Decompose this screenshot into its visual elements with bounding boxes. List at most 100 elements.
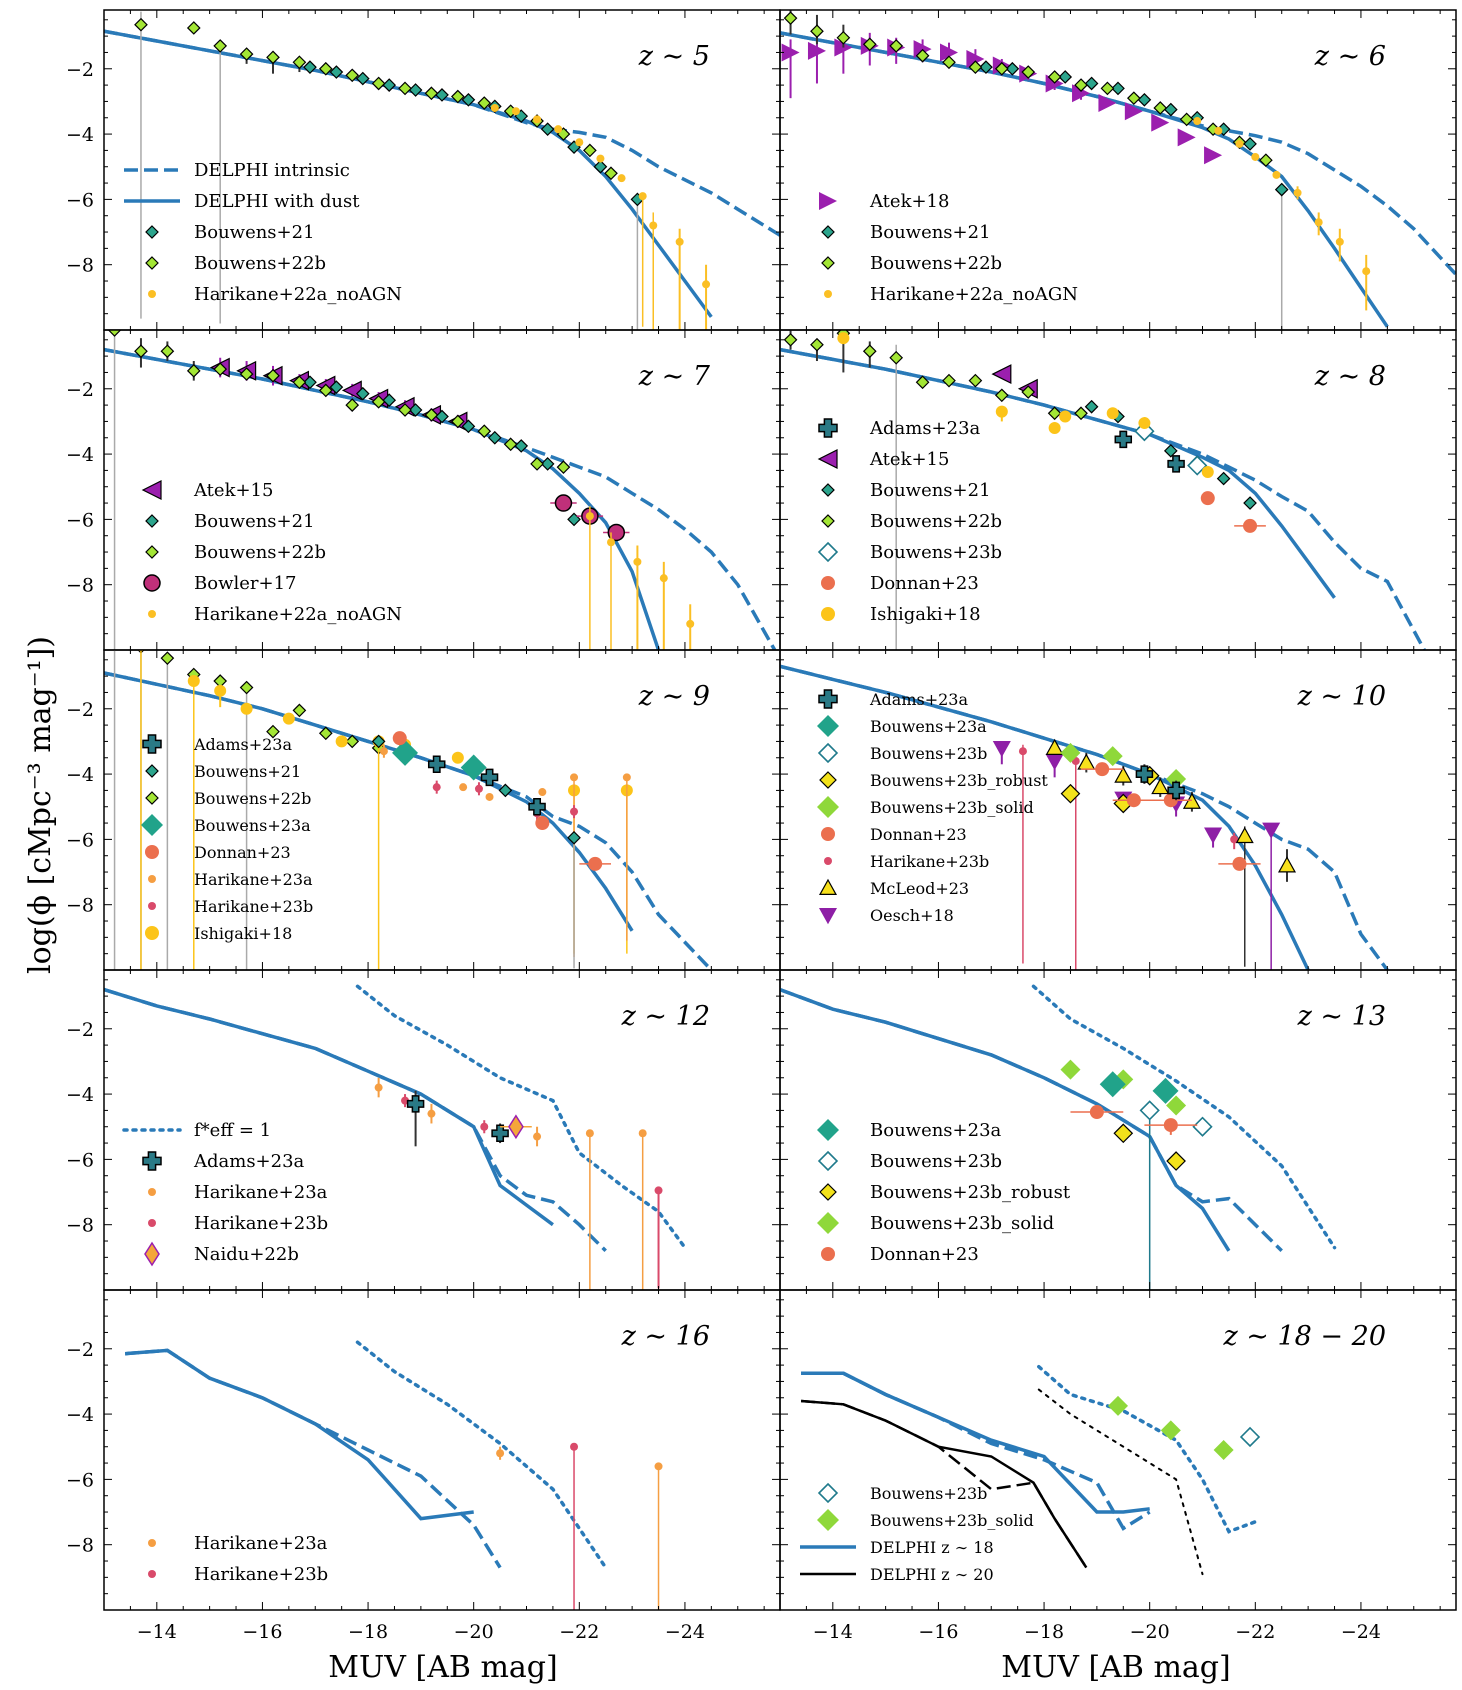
- legend-entry: Bouwens+23b_solid: [817, 1212, 1054, 1234]
- data-point: [303, 375, 317, 390]
- legend-entry: DELPHI intrinsic: [124, 160, 350, 181]
- legend: Adams+23a Atek+15 Bouwens+21 Bouwens+22b Bou…: [817, 418, 1002, 625]
- series-Harikane22a: [585, 506, 695, 650]
- data-point: [540, 122, 555, 137]
- legend-marker: [818, 418, 838, 438]
- data-point: [1100, 81, 1115, 96]
- legend-entry: Bouwens+23b: [817, 1150, 1002, 1172]
- data-point: [1232, 856, 1247, 871]
- series-Bouwens21: [371, 734, 581, 969]
- data-point: [461, 92, 476, 107]
- data-point: [942, 55, 956, 70]
- data-point: [382, 393, 397, 408]
- legend-entry: Bouwens+23a: [817, 1119, 1002, 1141]
- legend-entry: Donnan+23: [821, 825, 967, 844]
- legend-entry: Adams+23a: [142, 1151, 305, 1172]
- x-axis-label-left: MUV [AB mag]: [328, 1650, 557, 1685]
- legend-entry: Harikane+23b: [148, 897, 313, 916]
- ticks: [103, 10, 780, 330]
- data-point: [1167, 781, 1185, 800]
- legend: Adams+23a Bouwens+23a Bouwens+23b Bouwens+2…: [817, 689, 1048, 925]
- legend-marker: [818, 878, 838, 896]
- data-point: [1005, 61, 1020, 76]
- series-Adams: [1135, 764, 1185, 801]
- data-point: [1204, 146, 1223, 165]
- data-point: [318, 61, 333, 76]
- series-Naidu: [500, 1114, 532, 1140]
- legend-label: Oesch+18: [870, 906, 954, 925]
- data-point: [292, 55, 307, 70]
- redshift-label: z ∼ 10: [1297, 681, 1386, 712]
- data-point: [1060, 1059, 1081, 1080]
- data-point: [1153, 101, 1168, 115]
- legend-label: Bouwens+21: [870, 480, 991, 501]
- data-point: [329, 380, 344, 394]
- data-point: [702, 280, 711, 289]
- legend-label: Adams+23a: [193, 735, 292, 754]
- series-Ishigaki: [837, 332, 1214, 479]
- panel-4: z ∼ 8 Adams+23a Atek+15 Bouwens+21 Bouwens+2…: [779, 329, 1457, 651]
- data-point: [533, 1132, 542, 1141]
- data-point: [160, 344, 175, 359]
- legend-entry: Harikane+23a: [148, 1182, 328, 1203]
- legend-label: Bouwens+22b: [870, 253, 1002, 274]
- data-point: [1239, 1426, 1261, 1448]
- series-Harikane23a: [496, 1446, 663, 1610]
- legend-label: Bouwens+23b_solid: [870, 1511, 1034, 1530]
- legend-marker: [817, 541, 839, 563]
- legend-marker: [142, 1151, 162, 1171]
- data-point: [966, 49, 985, 68]
- data-point: [1021, 65, 1036, 79]
- legend-label: Bouwens+21: [194, 762, 301, 781]
- y-tick-label: −4: [66, 444, 94, 466]
- legend-marker: [819, 1183, 837, 1201]
- legend-marker: [821, 514, 835, 528]
- model-curve-solid: [801, 1399, 1088, 1569]
- x-tick-label: −18: [1024, 1621, 1064, 1643]
- series-Bouwens21: [303, 375, 581, 527]
- legend-marker: [818, 689, 838, 709]
- legend-label: Ishigaki+18: [870, 604, 981, 625]
- series-Donnan: [392, 731, 611, 871]
- y-tick-label: −2: [66, 379, 94, 401]
- data-point: [1243, 137, 1257, 151]
- legend-entry: Donnan+23: [821, 573, 979, 594]
- legend-entry: Bouwens+22b: [145, 253, 326, 274]
- series-Harikane22a: [1193, 117, 1371, 311]
- legend-label: Harikane+23b: [194, 897, 313, 916]
- panel-1: −2 −4 −6 −8 z ∼ 5 DELPHI intrinsic DELPHI with…: [66, 9, 781, 331]
- data-point: [1163, 1118, 1178, 1133]
- y-tick-label: −2: [66, 1019, 94, 1041]
- legend-entry: Harikane+22a_noAGN: [824, 284, 1078, 305]
- data-point: [1193, 117, 1202, 126]
- data-point: [570, 773, 579, 782]
- model-curve-solid: [780, 664, 1310, 970]
- data-point: [1251, 152, 1260, 161]
- data-point: [1137, 92, 1152, 107]
- data-point: [617, 174, 626, 183]
- data-point: [570, 1442, 579, 1451]
- series-Bouwens21: [303, 60, 645, 330]
- legend-marker: [817, 742, 839, 764]
- data-point: [649, 221, 658, 230]
- data-point: [382, 78, 397, 92]
- data-point: [459, 783, 468, 792]
- data-point: [1216, 471, 1231, 486]
- data-point: [379, 747, 388, 756]
- panel-frame: [779, 1289, 1457, 1611]
- legend-label: Bouwens+23b: [870, 1484, 987, 1503]
- ticks: [779, 970, 1456, 1290]
- data-point: [686, 619, 695, 628]
- data-point: [424, 408, 439, 422]
- series-Harikane22a: [490, 103, 711, 330]
- y-axis-label: log(ϕ [cMpc⁻³ mag⁻¹]): [23, 636, 58, 974]
- data-point: [1114, 430, 1133, 449]
- legend-label: Bouwens+22b: [194, 253, 326, 274]
- legend-label: Adams+23a: [193, 1151, 305, 1172]
- data-point: [554, 494, 573, 512]
- legend-label: Donnan+23: [194, 843, 291, 862]
- data-point: [508, 1114, 524, 1140]
- series-Bouwens23a: [1099, 1071, 1179, 1104]
- legend-marker: [818, 907, 838, 925]
